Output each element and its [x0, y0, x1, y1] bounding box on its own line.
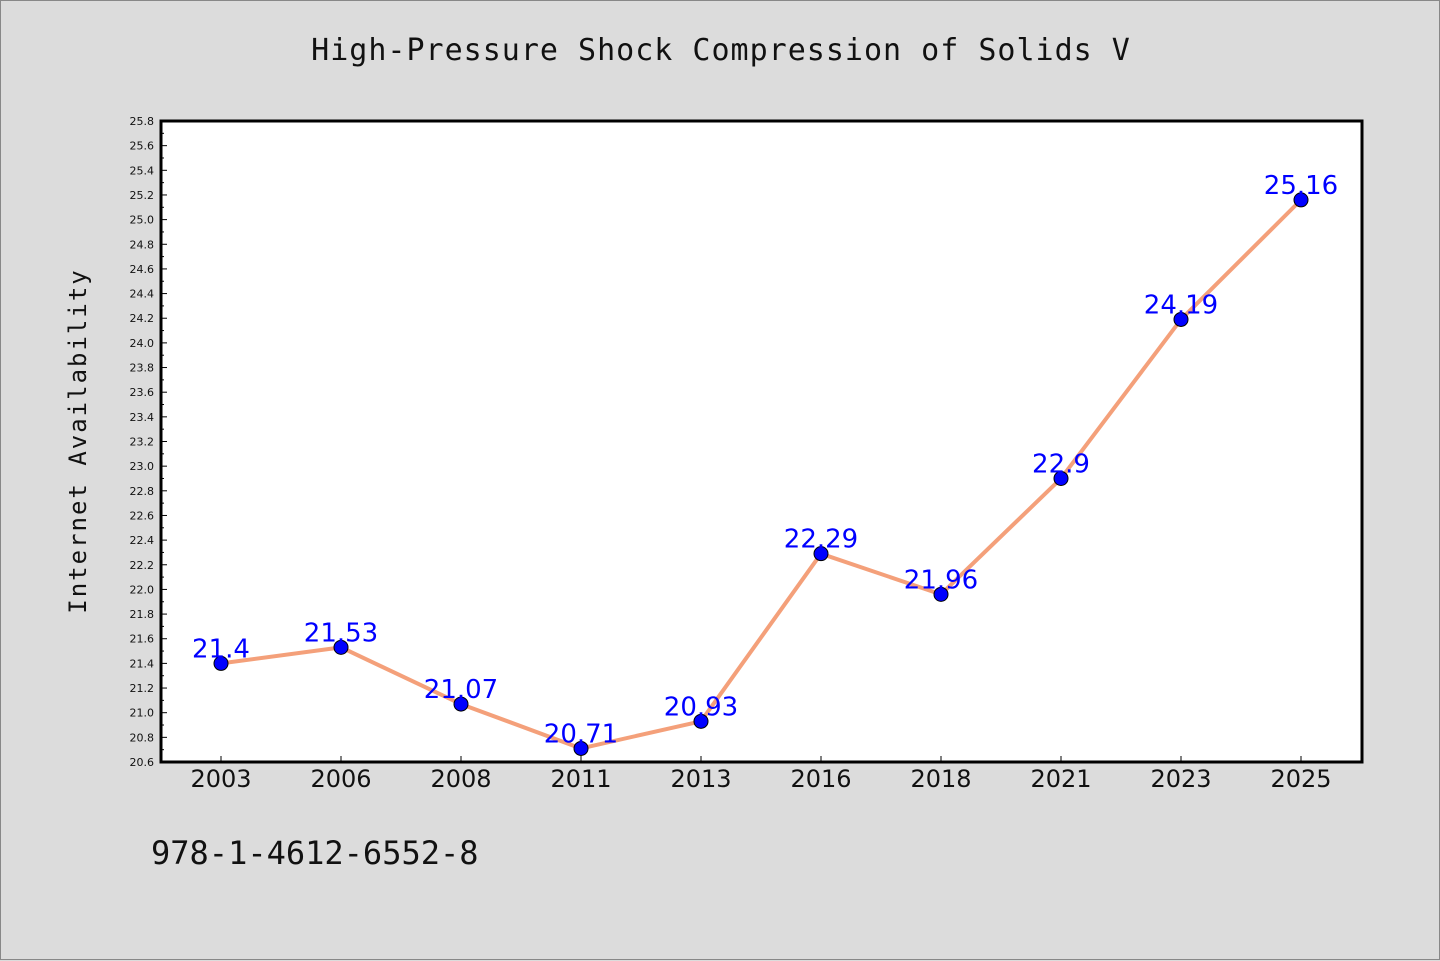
data-label: 20.71 — [544, 719, 618, 749]
y-tick-label: 22.8 — [130, 485, 155, 498]
data-point — [573, 740, 589, 756]
data-point — [1053, 470, 1069, 486]
y-tick-label: 23.6 — [130, 386, 155, 399]
data-point — [693, 713, 709, 729]
data-label: 22.9 — [1032, 449, 1090, 479]
y-tick-label: 25.0 — [130, 214, 155, 227]
data-point — [453, 696, 469, 712]
x-tick-label: 2025 — [1270, 765, 1331, 793]
y-tick-label: 22.6 — [130, 509, 155, 522]
y-tick-label: 25.6 — [130, 140, 155, 153]
y-tick-label: 23.4 — [130, 411, 155, 424]
y-tick-label: 21.4 — [130, 657, 155, 670]
series-line-group — [220, 198, 1303, 751]
x-tick-label: 2023 — [1150, 765, 1211, 793]
data-label: 24.19 — [1144, 290, 1218, 320]
data-label: 25.16 — [1264, 171, 1338, 201]
plot-area — [159, 119, 1364, 764]
y-tick-label: 23.0 — [130, 460, 155, 473]
x-tick-label: 2006 — [310, 765, 371, 793]
series-line — [220, 198, 1303, 751]
y-tick-label: 23.8 — [130, 362, 155, 375]
x-tick-label: 2021 — [1030, 765, 1091, 793]
y-tick-label: 22.0 — [130, 583, 155, 596]
data-label: 21.53 — [304, 618, 378, 648]
isbn-text: 978-1-4612-6552-8 — [151, 834, 479, 872]
y-tick-label: 24.0 — [130, 337, 155, 350]
y-tick-label: 25.4 — [130, 164, 155, 177]
data-label: 22.29 — [784, 525, 858, 555]
series-points-group — [213, 192, 1309, 756]
y-tick-label: 21.8 — [130, 608, 155, 621]
y-tick-label: 22.4 — [130, 534, 155, 547]
y-tick-label: 20.6 — [130, 756, 155, 769]
data-label: 21.96 — [904, 565, 978, 595]
y-tick-label: 21.6 — [130, 633, 155, 646]
data-label: 20.93 — [664, 692, 738, 722]
chart-title: High-Pressure Shock Compression of Solid… — [311, 33, 1131, 68]
y-tick-label: 23.2 — [130, 436, 155, 449]
y-tick-label: 24.2 — [130, 312, 155, 325]
y-tick-label: 24.4 — [130, 288, 155, 301]
y-axis-ticks: 20.6 20.8 21.0 21.2 21.4 21.6 21.8 22.0 22.2 22.4… — [130, 115, 167, 769]
data-point — [1173, 311, 1189, 327]
data-point — [1293, 192, 1309, 208]
data-point — [933, 586, 949, 602]
data-label: 21.07 — [424, 675, 498, 705]
x-tick-label: 2011 — [550, 765, 611, 793]
y-tick-label: 20.8 — [130, 731, 155, 744]
y-tick-label: 24.6 — [130, 263, 155, 276]
data-point — [333, 639, 349, 655]
data-point — [813, 546, 829, 562]
x-tick-label: 2003 — [190, 765, 251, 793]
y-tick-label: 25.2 — [130, 189, 155, 202]
y-tick-label: 24.8 — [130, 238, 155, 251]
data-labels-group: 21.4 21.53 21.07 20.71 20.93 22.29 21.96 22.9 24… — [192, 171, 1338, 750]
data-point — [213, 655, 229, 671]
x-axis-ticks: 2003 2006 2008 2011 2013 2016 2018 2021 2023 2025 — [190, 756, 1332, 793]
y-tick-label: 21.0 — [130, 707, 155, 720]
data-label: 21.4 — [192, 634, 250, 664]
y-tick-label: 21.2 — [130, 682, 155, 695]
x-tick-label: 2013 — [670, 765, 731, 793]
x-tick-label: 2018 — [910, 765, 971, 793]
y-tick-label: 22.2 — [130, 559, 155, 572]
y-axis-label: Internet Availability — [64, 268, 92, 613]
y-tick-label: 25.8 — [130, 115, 155, 128]
x-tick-label: 2008 — [430, 765, 491, 793]
x-tick-label: 2016 — [790, 765, 851, 793]
